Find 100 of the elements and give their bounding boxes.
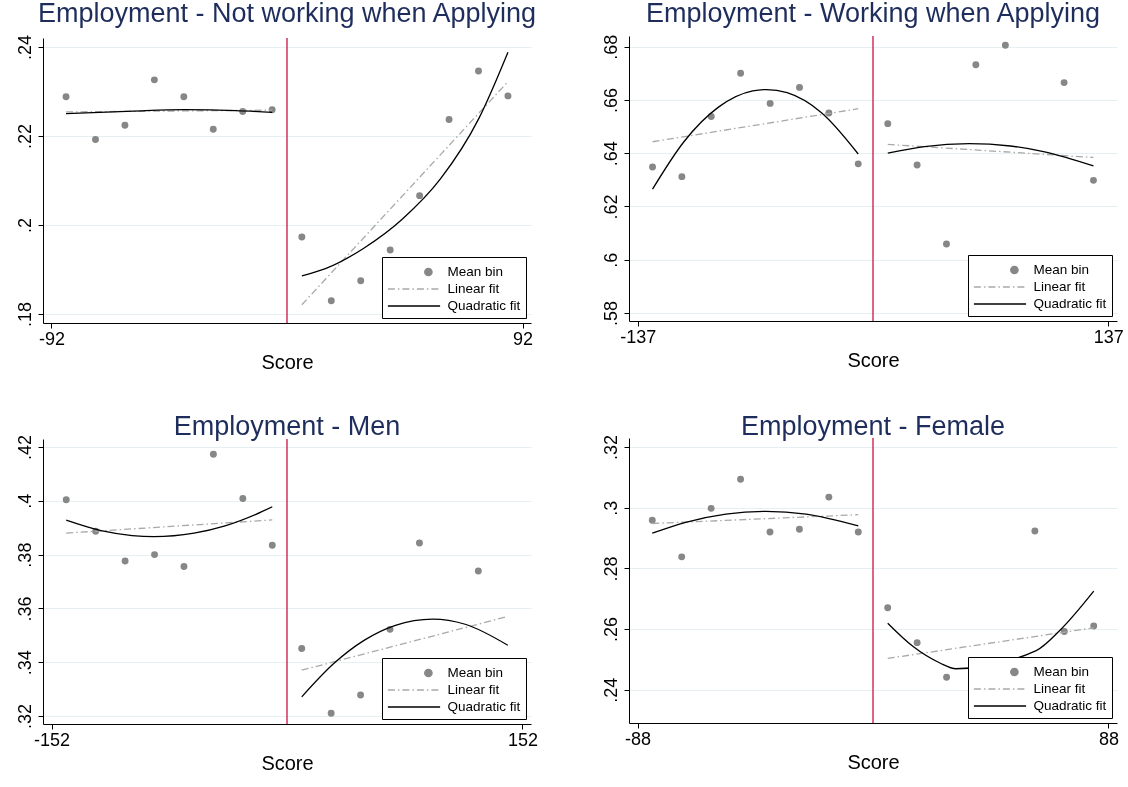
chart-title: Employment - Working when Applying xyxy=(645,0,1101,29)
point xyxy=(121,557,129,565)
legend-label: Linear fit xyxy=(1033,681,1086,696)
point xyxy=(1031,527,1039,535)
y-tick-label: .18 xyxy=(14,302,35,328)
chart-title: Employment - Not working when Applying xyxy=(37,0,537,29)
point xyxy=(415,539,423,547)
point xyxy=(121,121,129,129)
point xyxy=(854,528,862,536)
point xyxy=(943,240,950,248)
point xyxy=(357,691,365,699)
point xyxy=(649,163,656,171)
point xyxy=(475,67,482,75)
legend-label: Quadratic fit xyxy=(1033,698,1107,713)
point xyxy=(62,496,70,504)
point xyxy=(854,160,862,168)
point xyxy=(737,69,745,77)
y-tick-label: .3 xyxy=(600,500,621,516)
y-tick-label: .32 xyxy=(600,435,621,461)
x-axis-title: Score xyxy=(261,350,314,373)
point xyxy=(766,99,774,107)
point xyxy=(298,233,306,241)
y-tick-label: .6 xyxy=(600,252,621,268)
y-tick-label: .58 xyxy=(600,300,621,327)
chart-title: Employment - Female xyxy=(740,410,1006,441)
point xyxy=(796,83,803,91)
point xyxy=(298,644,306,652)
point xyxy=(766,528,774,536)
point xyxy=(357,277,365,285)
point xyxy=(1060,79,1068,87)
x-axis-title: Score xyxy=(847,750,900,773)
x-tick-label: 88 xyxy=(1098,728,1119,749)
y-tick-label: .24 xyxy=(14,34,35,60)
legend-label: Quadratic fit xyxy=(447,699,521,714)
point xyxy=(327,709,335,717)
point xyxy=(884,604,892,612)
point xyxy=(1090,176,1097,184)
y-tick-label: .36 xyxy=(14,596,35,622)
y-tick-label: .26 xyxy=(600,616,621,643)
point xyxy=(150,76,158,84)
point xyxy=(327,297,335,305)
point xyxy=(795,525,803,533)
point xyxy=(504,92,512,100)
point xyxy=(209,450,217,458)
legend-label: Linear fit xyxy=(1033,279,1086,294)
point xyxy=(445,116,453,123)
x-tick-label: 92 xyxy=(513,328,534,349)
point xyxy=(474,567,482,575)
x-tick-label: -152 xyxy=(34,729,71,750)
point xyxy=(209,125,217,133)
x-tick-label: -88 xyxy=(625,728,652,749)
point xyxy=(62,93,70,101)
legend-label: Mean bin xyxy=(1033,664,1090,679)
point xyxy=(648,516,656,524)
y-tick-label: .28 xyxy=(600,556,621,582)
y-tick-label: .4 xyxy=(14,493,35,509)
y-tick-label: .64 xyxy=(600,141,621,167)
point xyxy=(239,494,247,502)
legend-label: Linear fit xyxy=(447,281,500,296)
point xyxy=(92,136,99,143)
x-axis-title: Score xyxy=(261,751,314,774)
x-axis-title: Score xyxy=(847,348,900,371)
y-tick-label: .68 xyxy=(600,34,621,60)
point xyxy=(678,553,686,561)
legend-label: Quadratic fit xyxy=(447,298,521,313)
point xyxy=(151,551,159,559)
point xyxy=(268,541,276,549)
legend-label: Linear fit xyxy=(447,682,500,697)
point xyxy=(972,61,980,69)
legend-label: Mean bin xyxy=(447,665,504,680)
x-tick-label: -92 xyxy=(38,328,65,349)
legend-label: Mean bin xyxy=(447,264,504,279)
y-tick-label: .38 xyxy=(14,542,35,568)
y-tick-label: .2 xyxy=(14,218,35,234)
point xyxy=(1001,41,1009,49)
point xyxy=(180,562,188,570)
point xyxy=(180,93,188,101)
y-tick-label: .62 xyxy=(600,194,621,220)
point xyxy=(913,161,921,169)
y-tick-label: .42 xyxy=(14,435,35,461)
x-tick-label: -137 xyxy=(620,326,657,347)
point xyxy=(737,475,745,483)
x-tick-label: 152 xyxy=(507,729,538,750)
chart-title: Employment - Men xyxy=(173,410,401,441)
point xyxy=(913,639,921,647)
y-tick-label: .66 xyxy=(600,87,621,113)
point xyxy=(386,246,394,254)
x-tick-label: 137 xyxy=(1093,326,1124,347)
point xyxy=(825,493,833,501)
legend-label: Quadratic fit xyxy=(1033,296,1107,311)
y-tick-label: .24 xyxy=(600,677,621,703)
y-tick-label: .32 xyxy=(14,703,35,729)
y-tick-label: .22 xyxy=(14,123,35,149)
point xyxy=(416,192,424,200)
point xyxy=(707,504,715,512)
y-tick-label: .34 xyxy=(14,650,35,676)
point xyxy=(884,120,892,128)
point xyxy=(943,673,951,681)
legend-label: Mean bin xyxy=(1033,262,1090,277)
point xyxy=(678,173,686,181)
